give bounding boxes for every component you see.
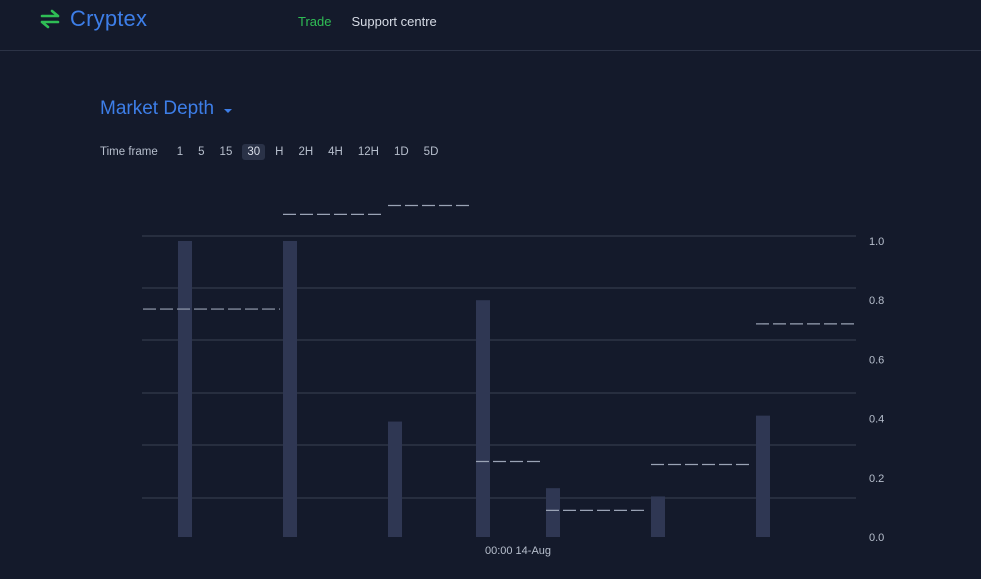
- timeframe-option-15[interactable]: 15: [219, 146, 233, 158]
- caret-down-icon: [224, 108, 233, 113]
- brand-name: Cryptex: [70, 6, 148, 31]
- timeframe-option-h[interactable]: H: [275, 146, 284, 158]
- depth-bar: [476, 300, 490, 537]
- y-tick-label: 1.0: [869, 236, 884, 248]
- exchange-arrows-icon: [40, 9, 60, 29]
- y-tick-label: 0.0: [869, 532, 884, 544]
- timeframe-option-5[interactable]: 5: [198, 146, 205, 158]
- y-tick-label: 0.2: [869, 473, 884, 485]
- main-nav: Trade Support centre: [298, 14, 437, 29]
- depth-bar: [651, 496, 665, 537]
- depth-bar: [283, 241, 297, 537]
- depth-bar: [546, 488, 560, 537]
- y-tick-label: 0.4: [869, 414, 884, 426]
- timeframe-option-4h[interactable]: 4H: [328, 146, 343, 158]
- top-navigation-bar: Cryptex Trade Support centre: [0, 0, 981, 51]
- nav-support-centre-link[interactable]: Support centre: [351, 14, 437, 29]
- timeframe-label: Time frame: [100, 146, 158, 158]
- x-tick-label: 00:00 14-Aug: [485, 545, 551, 557]
- timeframe-option-30[interactable]: 30: [242, 144, 266, 160]
- y-tick-label: 0.6: [869, 354, 884, 366]
- depth-bar: [388, 421, 402, 537]
- nav-trade-link[interactable]: Trade: [298, 14, 332, 29]
- market-depth-dropdown[interactable]: Market Depth: [100, 98, 233, 120]
- timeframe-selector: Time frame 1 5 15 30 H 2H 4H 12H 1D 5D: [100, 144, 448, 160]
- y-tick-label: 0.8: [869, 295, 884, 307]
- timeframe-option-2h[interactable]: 2H: [298, 146, 314, 158]
- timeframe-option-12h[interactable]: 12H: [357, 146, 379, 158]
- timeframe-option-5d[interactable]: 5D: [423, 146, 439, 158]
- timeframe-option-1[interactable]: 1: [176, 146, 184, 158]
- depth-bar: [756, 415, 770, 537]
- panel-title: Market Depth: [100, 98, 215, 119]
- timeframe-option-1d[interactable]: 1D: [393, 146, 409, 158]
- brand-logo[interactable]: Cryptex: [38, 6, 147, 32]
- depth-bar: [178, 241, 192, 537]
